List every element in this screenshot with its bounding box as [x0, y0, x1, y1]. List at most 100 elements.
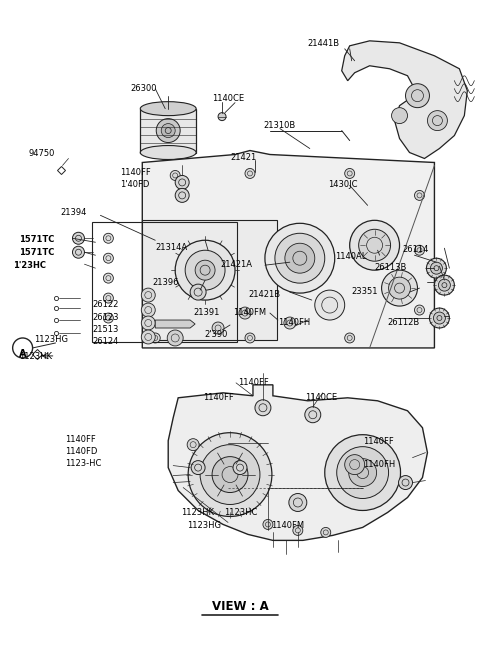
Circle shape [191, 461, 205, 474]
Circle shape [428, 110, 447, 131]
Text: 21421: 21421 [230, 152, 256, 162]
Circle shape [175, 240, 235, 300]
Text: 21394: 21394 [60, 208, 87, 217]
Text: 1140FF: 1140FF [238, 378, 269, 387]
Circle shape [345, 333, 355, 343]
Circle shape [275, 233, 325, 283]
Circle shape [141, 330, 155, 344]
Circle shape [239, 307, 251, 319]
Circle shape [187, 439, 199, 451]
Text: VIEW : A: VIEW : A [212, 600, 268, 613]
Text: 1140FH: 1140FH [278, 318, 310, 327]
Text: 21396: 21396 [152, 278, 179, 287]
Text: 1140FM: 1140FM [233, 308, 266, 317]
Circle shape [426, 258, 446, 278]
Circle shape [167, 330, 183, 346]
Circle shape [175, 175, 189, 189]
Circle shape [345, 168, 355, 179]
Text: 1140CE: 1140CE [212, 94, 244, 102]
Circle shape [103, 293, 113, 303]
Text: 1140FD: 1140FD [65, 447, 98, 456]
Circle shape [415, 191, 424, 200]
Circle shape [141, 303, 155, 317]
Circle shape [336, 447, 389, 499]
Text: 1123HG: 1123HG [187, 522, 221, 530]
Circle shape [433, 312, 445, 324]
Text: 1'40FD: 1'40FD [120, 181, 150, 189]
Circle shape [305, 407, 321, 422]
Text: 21441B: 21441B [308, 39, 340, 48]
Text: 21513: 21513 [93, 325, 119, 334]
Circle shape [434, 275, 455, 295]
Circle shape [350, 220, 399, 270]
Ellipse shape [140, 102, 196, 116]
Text: A: A [19, 349, 26, 359]
Circle shape [150, 333, 160, 343]
Circle shape [195, 260, 215, 280]
Circle shape [293, 526, 303, 535]
Circle shape [263, 520, 273, 530]
Circle shape [72, 233, 84, 244]
Polygon shape [140, 108, 196, 152]
Circle shape [218, 112, 226, 121]
Circle shape [430, 308, 449, 328]
Text: 26300: 26300 [130, 83, 157, 93]
Text: 23351: 23351 [352, 287, 378, 296]
Text: 1140FF: 1140FF [203, 393, 234, 402]
Circle shape [190, 284, 206, 300]
Circle shape [406, 83, 430, 108]
Circle shape [233, 461, 247, 474]
Text: 21391: 21391 [193, 308, 219, 317]
Circle shape [156, 119, 180, 143]
Circle shape [200, 445, 260, 505]
Text: 1140FF: 1140FF [120, 168, 151, 177]
Polygon shape [142, 150, 434, 348]
Polygon shape [342, 41, 468, 158]
Text: 1140AL: 1140AL [335, 252, 366, 261]
Circle shape [284, 317, 296, 329]
Circle shape [289, 493, 307, 511]
Bar [142, 220, 277, 340]
Polygon shape [168, 385, 428, 541]
Text: 1123HK: 1123HK [19, 352, 52, 361]
Circle shape [141, 288, 155, 302]
Circle shape [389, 277, 410, 299]
Circle shape [212, 322, 224, 334]
Circle shape [398, 476, 412, 489]
Circle shape [265, 223, 335, 293]
Circle shape [185, 250, 225, 290]
Circle shape [103, 273, 113, 283]
Text: 26122: 26122 [93, 300, 119, 309]
Circle shape [188, 433, 272, 516]
Ellipse shape [140, 146, 196, 160]
Text: 94750: 94750 [29, 148, 55, 158]
Circle shape [345, 455, 365, 474]
Circle shape [245, 333, 255, 343]
Text: 1140FF: 1140FF [65, 435, 96, 443]
Text: 1140FF: 1140FF [363, 437, 394, 445]
Text: 26114: 26114 [403, 245, 429, 254]
Text: 26123: 26123 [93, 313, 119, 322]
Circle shape [245, 168, 255, 179]
Circle shape [431, 262, 443, 274]
Text: 26112B: 26112B [387, 318, 420, 327]
Circle shape [438, 279, 450, 291]
Text: 1123HK: 1123HK [181, 509, 214, 518]
Circle shape [141, 316, 155, 330]
Text: 1140FH: 1140FH [363, 460, 395, 468]
Circle shape [161, 124, 175, 137]
Circle shape [175, 189, 189, 202]
Circle shape [359, 229, 391, 261]
Circle shape [315, 290, 345, 320]
Circle shape [103, 253, 113, 263]
Circle shape [325, 435, 400, 510]
Circle shape [392, 108, 408, 124]
Text: 1'23HC: 1'23HC [12, 261, 46, 270]
Text: 1123HC: 1123HC [224, 509, 257, 518]
Circle shape [103, 313, 113, 323]
Circle shape [255, 400, 271, 416]
Circle shape [170, 170, 180, 181]
Text: 21314A: 21314A [155, 243, 187, 252]
Text: 21421A: 21421A [220, 260, 252, 269]
Circle shape [415, 305, 424, 315]
